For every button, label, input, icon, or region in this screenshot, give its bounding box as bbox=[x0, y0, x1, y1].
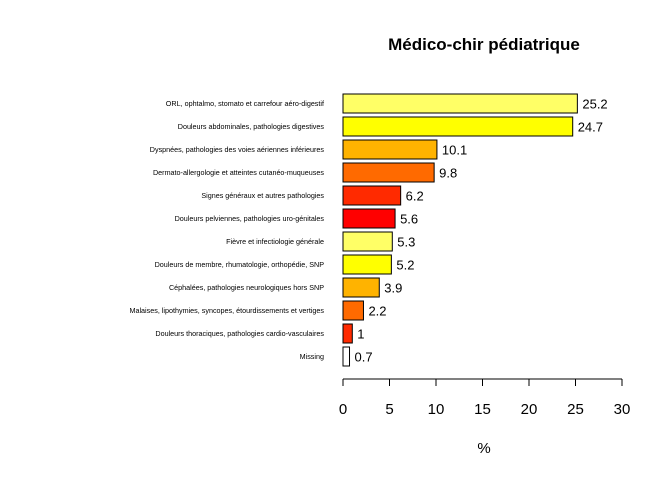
value-label: 10.1 bbox=[442, 143, 467, 158]
value-label: 5.6 bbox=[400, 212, 418, 227]
category-label: ORL, ophtalmo, stomato et carrefour aéro… bbox=[166, 99, 324, 108]
category-label: Douleurs pelviennes, pathologies uro-gén… bbox=[175, 214, 325, 223]
value-label: 25.2 bbox=[582, 97, 607, 112]
category-label: Céphalées, pathologies neurologiques hor… bbox=[169, 283, 324, 292]
value-label: 1 bbox=[357, 327, 364, 342]
x-tick-label: 25 bbox=[567, 401, 584, 418]
category-label: Malaises, lipothymies, syncopes, étourdi… bbox=[129, 306, 324, 315]
x-tick-label: 30 bbox=[614, 401, 631, 418]
x-tick-label: 5 bbox=[385, 401, 393, 418]
x-axis-title: % bbox=[477, 440, 490, 457]
bar bbox=[342, 254, 392, 275]
bar bbox=[342, 208, 396, 229]
bar bbox=[342, 185, 402, 206]
category-labels-group: ORL, ophtalmo, stomato et carrefour aéro… bbox=[129, 99, 324, 361]
x-tick-label: 15 bbox=[474, 401, 491, 418]
bar bbox=[342, 93, 578, 114]
category-label: Douleurs abdominales, pathologies digest… bbox=[178, 122, 325, 131]
category-label: Dermato-allergologie et atteintes cutané… bbox=[153, 168, 324, 177]
value-labels-group: 25.2 24.7 10.1 9.8 6.2 5.6 5.3 5.2 3.9 2.2 1 0.7 bbox=[355, 97, 608, 365]
value-label: 2.2 bbox=[368, 304, 386, 319]
value-label: 5.2 bbox=[396, 258, 414, 273]
value-label: 24.7 bbox=[578, 120, 603, 135]
chart-title: Médico-chir pédiatrique bbox=[388, 35, 580, 54]
category-label: Douleurs de membre, rhumatologie, orthop… bbox=[155, 260, 325, 269]
value-label: 3.9 bbox=[384, 281, 402, 296]
value-label: 6.2 bbox=[406, 189, 424, 204]
x-tick-label: 0 bbox=[339, 401, 347, 418]
x-axis: 0 5 10 15 20 25 30 bbox=[339, 378, 631, 418]
category-label: Dyspnées, pathologies des voies aérienne… bbox=[150, 145, 325, 154]
bar bbox=[342, 346, 351, 367]
x-tick-label: 10 bbox=[428, 401, 445, 418]
category-label: Missing bbox=[300, 352, 324, 361]
bars-group bbox=[342, 93, 578, 367]
bar bbox=[342, 139, 438, 160]
bar bbox=[342, 277, 380, 298]
category-label: Douleurs thoraciques, pathologies cardio… bbox=[155, 329, 324, 338]
bar bbox=[342, 162, 435, 183]
x-tick-label: 20 bbox=[521, 401, 538, 418]
bar bbox=[342, 116, 574, 137]
value-label: 9.8 bbox=[439, 166, 457, 181]
bar bbox=[342, 323, 353, 344]
value-label: 0.7 bbox=[355, 350, 373, 365]
value-label: 5.3 bbox=[397, 235, 415, 250]
bar bbox=[342, 300, 364, 321]
category-label: Signes généraux et autres pathologies bbox=[201, 191, 324, 200]
category-label: Fièvre et infectiologie générale bbox=[226, 237, 324, 246]
bar bbox=[342, 231, 393, 252]
